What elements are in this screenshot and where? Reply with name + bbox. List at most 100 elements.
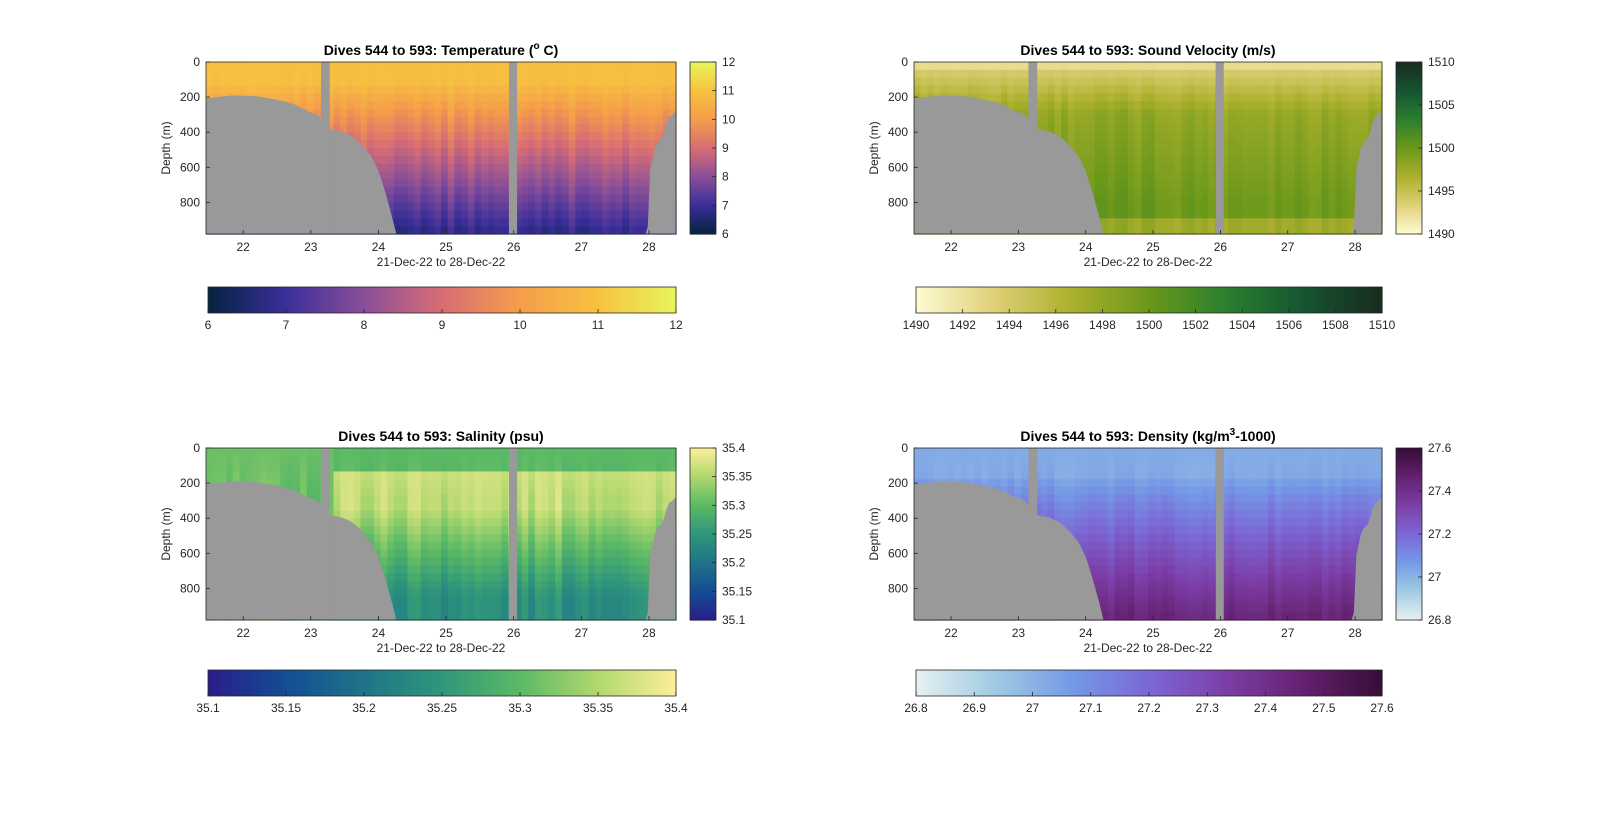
chart-title: Dives 544 to 593: Density (kg/m3-1000) [1020, 427, 1275, 444]
colorbar-tick-label: 26.9 [963, 701, 987, 715]
x-tick-label: 24 [372, 240, 386, 254]
colorbar-vertical: 1510 1505 1500 1495 1490 [1395, 55, 1455, 241]
colorbar-tick-label: 27.6 [1370, 701, 1394, 715]
colorbar-tick-label: 7 [283, 318, 290, 332]
data-gap [1028, 448, 1038, 620]
colorbar-tick-label: 27.2 [1137, 701, 1161, 715]
y-tick-label: 400 [180, 125, 200, 139]
axes-frame [205, 447, 677, 621]
y-tick-label: 800 [180, 581, 200, 595]
colorbar-tick-label: 1502 [1182, 318, 1209, 332]
colorbar-tick-label: 11 [592, 318, 605, 332]
colorbar-tick-label: 1494 [996, 318, 1023, 332]
colorbar-tick-label: 26.8 [1428, 613, 1452, 627]
x-tick-label: 27 [1281, 240, 1295, 254]
colorbar-tick-label: 1496 [1042, 318, 1069, 332]
chart-panel-2: 22 23 24 25 26 27 28 0 200 400 600 800 Dives 544 to … [867, 42, 1455, 332]
x-tick-label: 28 [1348, 240, 1362, 254]
colorbar-tick-label: 35.2 [352, 701, 376, 715]
x-tick-label: 24 [1079, 240, 1093, 254]
colorbar-tick-label: 35.15 [722, 584, 752, 598]
x-axis-label: 21-Dec-22 to 28-Dec-22 [1084, 255, 1213, 269]
data-gap [1215, 62, 1224, 234]
colorbar-tick-label: 27.1 [1079, 701, 1103, 715]
y-tick-label: 0 [901, 441, 908, 455]
colorbar-horizontal: 6 7 8 9 10 11 12 [205, 286, 683, 332]
y-tick-label: 400 [180, 511, 200, 525]
y-tick-label: 600 [180, 546, 200, 560]
colorbar-tick-label: 1492 [949, 318, 976, 332]
colorbar-horizontal: 35.1 35.15 35.2 35.25 35.3 35.35 35.4 [196, 669, 688, 715]
x-tick-label: 22 [944, 626, 958, 640]
y-tick-label: 0 [901, 55, 908, 69]
y-tick-label: 800 [180, 195, 200, 209]
colorbar-tick-label: 8 [361, 318, 368, 332]
data-gap [320, 448, 330, 620]
y-tick-label: 200 [180, 90, 200, 104]
chart-title: Dives 544 to 593: Salinity (psu) [338, 428, 543, 444]
colorbar-tick-label: 9 [439, 318, 446, 332]
colorbar-tick-label: 10 [513, 318, 527, 332]
x-tick-label: 26 [1214, 240, 1228, 254]
y-tick-label: 800 [888, 581, 908, 595]
data-gap [1028, 62, 1038, 234]
colorbar-tick-label: 26.8 [904, 701, 928, 715]
colorbar-tick-label: 35.2 [722, 556, 746, 570]
colorbar-tick-label: 1495 [1428, 184, 1455, 198]
y-axis-label: Depth (m) [867, 507, 881, 560]
colorbar-tick-label: 27.6 [1428, 441, 1452, 455]
colorbar-tick-label: 12 [722, 55, 736, 69]
x-tick-label: 27 [575, 626, 589, 640]
data-gap [320, 62, 330, 234]
chart-title: Dives 544 to 593: Sound Velocity (m/s) [1020, 42, 1275, 58]
x-axis-label: 21-Dec-22 to 28-Dec-22 [377, 641, 506, 655]
chart-panel-4: 22 23 24 25 26 27 28 0 200 400 600 800 Dives 544 to … [867, 427, 1452, 715]
colorbar-tick-label: 27 [1026, 701, 1040, 715]
colorbar-tick-label: 12 [669, 318, 683, 332]
x-tick-label: 25 [439, 240, 453, 254]
colorbar-tick-label: 1510 [1369, 318, 1396, 332]
y-axis-label: Depth (m) [159, 121, 173, 174]
x-tick-label: 27 [575, 240, 589, 254]
y-tick-label: 400 [888, 125, 908, 139]
x-tick-label: 23 [304, 240, 318, 254]
x-tick-label: 22 [237, 240, 251, 254]
colorbar-tick-label: 27.2 [1428, 527, 1452, 541]
colorbar-vertical: 35.4 35.35 35.3 35.25 35.2 35.15 35.1 [689, 441, 752, 627]
x-tick-label: 26 [1214, 626, 1228, 640]
y-tick-label: 800 [888, 195, 908, 209]
x-tick-label: 25 [1146, 626, 1160, 640]
y-tick-label: 200 [888, 90, 908, 104]
colorbar-tick-label: 27.3 [1196, 701, 1220, 715]
colorbar-tick-label: 1498 [1089, 318, 1116, 332]
chart-title: Dives 544 to 593: Temperature (o C) [324, 41, 559, 58]
x-tick-label: 24 [1079, 626, 1093, 640]
colorbar-tick-label: 9 [722, 141, 729, 155]
colorbar-tick-label: 35.1 [722, 613, 746, 627]
colorbar-tick-label: 27.4 [1428, 484, 1452, 498]
colorbar-tick-label: 35.15 [271, 701, 301, 715]
chart-panel-3: 22 23 24 25 26 27 28 0 200 400 600 800 Dives 544 to … [159, 428, 752, 715]
colorbar-tick-label: 35.35 [722, 470, 752, 484]
x-tick-label: 28 [642, 626, 656, 640]
x-tick-label: 25 [439, 626, 453, 640]
y-tick-label: 0 [193, 55, 200, 69]
colorbar-tick-label: 27 [1428, 570, 1442, 584]
x-axis-label: 21-Dec-22 to 28-Dec-22 [377, 255, 506, 269]
data-gap [508, 62, 518, 234]
colorbar-horizontal: 26.8 26.9 27 27.1 27.2 27.3 27.4 27.5 27.6 [904, 669, 1394, 715]
colorbar-tick-label: 1500 [1136, 318, 1163, 332]
colorbar-tick-label: 6 [205, 318, 212, 332]
colorbar-tick-label: 35.1 [196, 701, 220, 715]
colorbar-tick-label: 11 [722, 84, 735, 98]
y-tick-label: 200 [180, 476, 200, 490]
colorbar-tick-label: 1490 [903, 318, 930, 332]
colorbar-tick-label: 6 [722, 227, 729, 241]
colorbar-horizontal: 1490 1492 1494 1496 1498 1500 1502 1504 1506 1508… [903, 286, 1396, 332]
data-gap [1215, 448, 1224, 620]
y-tick-label: 600 [888, 160, 908, 174]
y-tick-label: 600 [888, 546, 908, 560]
x-tick-label: 28 [642, 240, 656, 254]
data-gap [508, 448, 518, 620]
